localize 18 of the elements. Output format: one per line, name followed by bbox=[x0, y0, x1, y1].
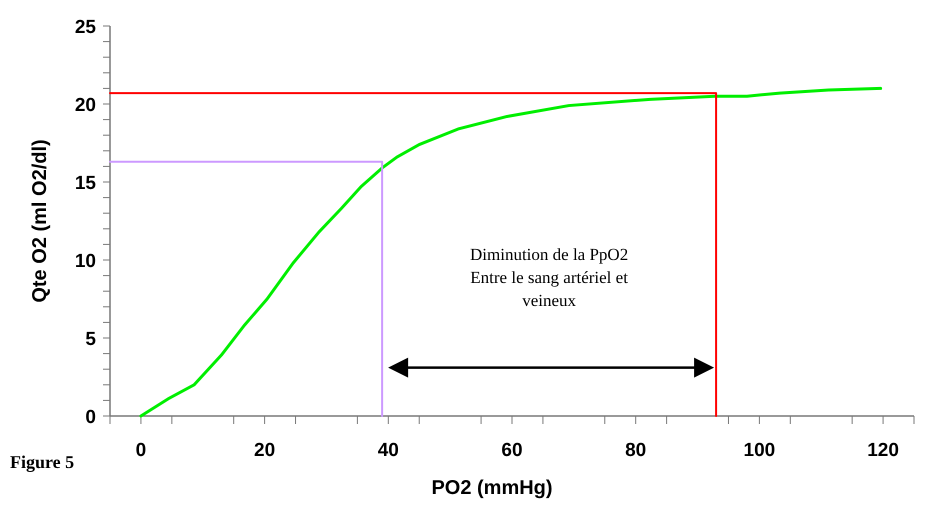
line-series bbox=[139, 86, 882, 418]
y-tick-label: 10 bbox=[74, 251, 96, 272]
x-tick-label: 100 bbox=[744, 440, 776, 461]
y-axis-title: Qte O2 (ml O2/dl) bbox=[29, 139, 51, 303]
y-tick-label: 15 bbox=[74, 173, 96, 194]
x-axis-title: PO2 (mmHg) bbox=[431, 477, 553, 499]
x-tick-label: 120 bbox=[867, 440, 899, 461]
y-tick-label: 20 bbox=[74, 95, 96, 116]
caption: Figure 5 bbox=[10, 452, 74, 472]
x-tick-label: 60 bbox=[501, 440, 523, 461]
x-tick-label: 40 bbox=[378, 440, 399, 461]
x-tick-label: 20 bbox=[254, 440, 276, 461]
y-tick-label: 25 bbox=[74, 17, 96, 38]
y-tick-label: 0 bbox=[85, 407, 96, 428]
y-tick-label: 5 bbox=[85, 329, 96, 350]
x-tick-label: 80 bbox=[625, 440, 646, 461]
x-tick-label: 0 bbox=[136, 440, 146, 461]
annotation: Diminution de la PpO2 Entre le sang artériel et veineux bbox=[470, 245, 628, 310]
